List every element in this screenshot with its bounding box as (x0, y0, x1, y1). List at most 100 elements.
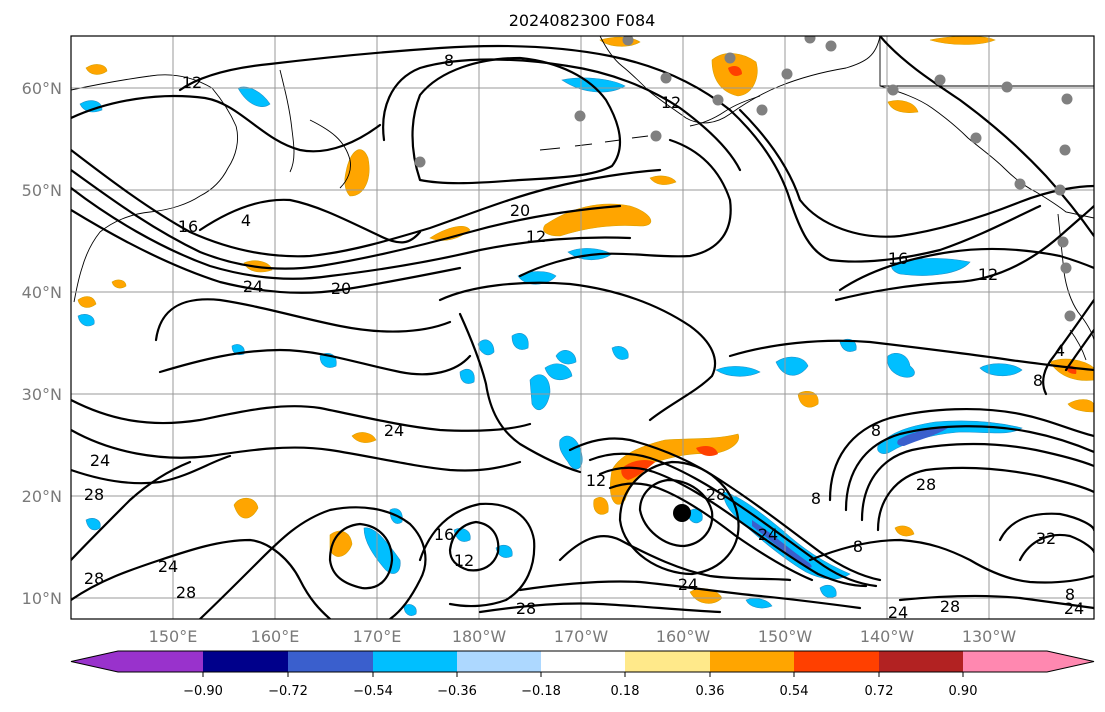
lat-axis: 60°N 50°N 40°N 30°N 20°N 10°N (22, 79, 62, 608)
station-dot (756, 104, 768, 116)
shade-patch (649, 175, 677, 185)
shade-patch (559, 435, 583, 470)
map-frame (70, 35, 1095, 620)
contour-line (411, 56, 621, 185)
shade-patch (237, 86, 271, 107)
colorbar-swatch-under (71, 651, 118, 672)
contour-line (588, 452, 878, 588)
station-dot (1059, 144, 1071, 156)
contour-line (71, 428, 522, 472)
contour-line (808, 538, 1094, 584)
coastline-kamchatka (309, 119, 351, 189)
station-dot (724, 52, 736, 64)
contour-label: 8 (1065, 585, 1075, 604)
shade-patch (403, 604, 417, 616)
lat-tick-label: 30°N (22, 385, 62, 404)
shade-patch (111, 279, 127, 289)
colorbar-tick-label: −0.72 (268, 684, 308, 699)
colorbar-swatch (541, 651, 625, 672)
contour-line (178, 44, 1042, 263)
shade-patch (344, 149, 370, 197)
contour-label: 28 (176, 583, 196, 602)
shade-patch (887, 353, 915, 378)
contour-line (876, 466, 1094, 532)
colorbar-swatch (625, 651, 710, 672)
station-dot (414, 156, 426, 168)
contour-label: 24 (90, 451, 110, 470)
contour-label: 8 (871, 421, 881, 440)
contour-line (844, 425, 1094, 512)
contour-line (608, 482, 814, 582)
contour-line (568, 437, 882, 582)
contour-line (382, 58, 742, 172)
contour-label: 24 (888, 603, 908, 622)
contour-line (418, 502, 536, 608)
station-dot (1054, 184, 1066, 196)
contour-line (638, 478, 714, 548)
colorbar-swatch (879, 651, 963, 672)
shade-patch (929, 36, 996, 45)
contour-line (328, 522, 394, 590)
contour-line (158, 348, 472, 376)
contour-label: 28 (84, 485, 104, 504)
contour-line (834, 204, 1094, 302)
contour-line (518, 138, 732, 278)
map-title: 2024082300 F084 (509, 11, 656, 30)
contour-label: 4 (241, 211, 251, 230)
contour-label: 28 (916, 475, 936, 494)
contour-line (1018, 534, 1094, 562)
contours (71, 36, 1094, 619)
shade-patch (1067, 399, 1094, 413)
contour-line (518, 580, 862, 610)
colorbar-tick-label: −0.54 (353, 684, 393, 699)
station-dot (1060, 262, 1072, 274)
contour-line (71, 454, 232, 485)
colorbar-swatch (963, 651, 1047, 672)
lon-tick-label: 150°E (149, 627, 198, 646)
lon-tick-label: 170°E (353, 627, 402, 646)
contour-line (71, 208, 462, 294)
contour-label: 24 (384, 421, 404, 440)
shade-patch (351, 432, 377, 443)
shade-patch (529, 374, 551, 410)
shade-patch (555, 350, 577, 365)
shade-patch (897, 428, 948, 446)
contour-line (458, 312, 582, 474)
contour-label: 12 (661, 93, 681, 112)
contour-label: 20 (331, 279, 351, 298)
contour-label: 16 (888, 249, 908, 268)
contour-label: 24 (1064, 599, 1084, 618)
colorbar-swatch (118, 651, 203, 672)
contour-line (448, 520, 500, 572)
contour-line (738, 108, 1094, 238)
shade-patch (687, 508, 703, 524)
lon-tick-label: 140°W (860, 627, 915, 646)
shade-patch (233, 497, 259, 519)
contour-line (71, 168, 622, 270)
lon-tick-label: 160°W (656, 627, 711, 646)
colorbar-tick-label: 0.54 (780, 684, 809, 699)
contour-label: 16 (434, 525, 454, 544)
station-dot (650, 130, 662, 142)
contour-label: 12 (526, 227, 546, 246)
shade-patch (85, 64, 108, 75)
station-dot (825, 40, 837, 52)
coastline-alaska (599, 36, 881, 124)
shade-patch (887, 100, 919, 113)
shade-patch (839, 338, 857, 352)
contour-label: 24 (243, 277, 263, 296)
map-panel: 8 12 12 16 4 24 20 20 12 16 12 24 12 28 … (71, 36, 1094, 622)
contour-labels: 8 12 12 16 4 24 20 20 12 16 12 24 12 28 … (84, 51, 1084, 622)
shade-patch (611, 346, 629, 360)
station-dot (1061, 93, 1073, 105)
shade-patch (477, 339, 495, 356)
lat-tick-label: 20°N (22, 487, 62, 506)
coastline-aleutians (539, 135, 649, 151)
shade-patch (891, 258, 971, 276)
contour-line (154, 298, 452, 342)
shade-patch (894, 525, 915, 537)
shade-patch (511, 333, 529, 350)
contour-line (828, 407, 1094, 502)
station-dot (934, 74, 946, 86)
colorbar-swatch (288, 651, 373, 672)
